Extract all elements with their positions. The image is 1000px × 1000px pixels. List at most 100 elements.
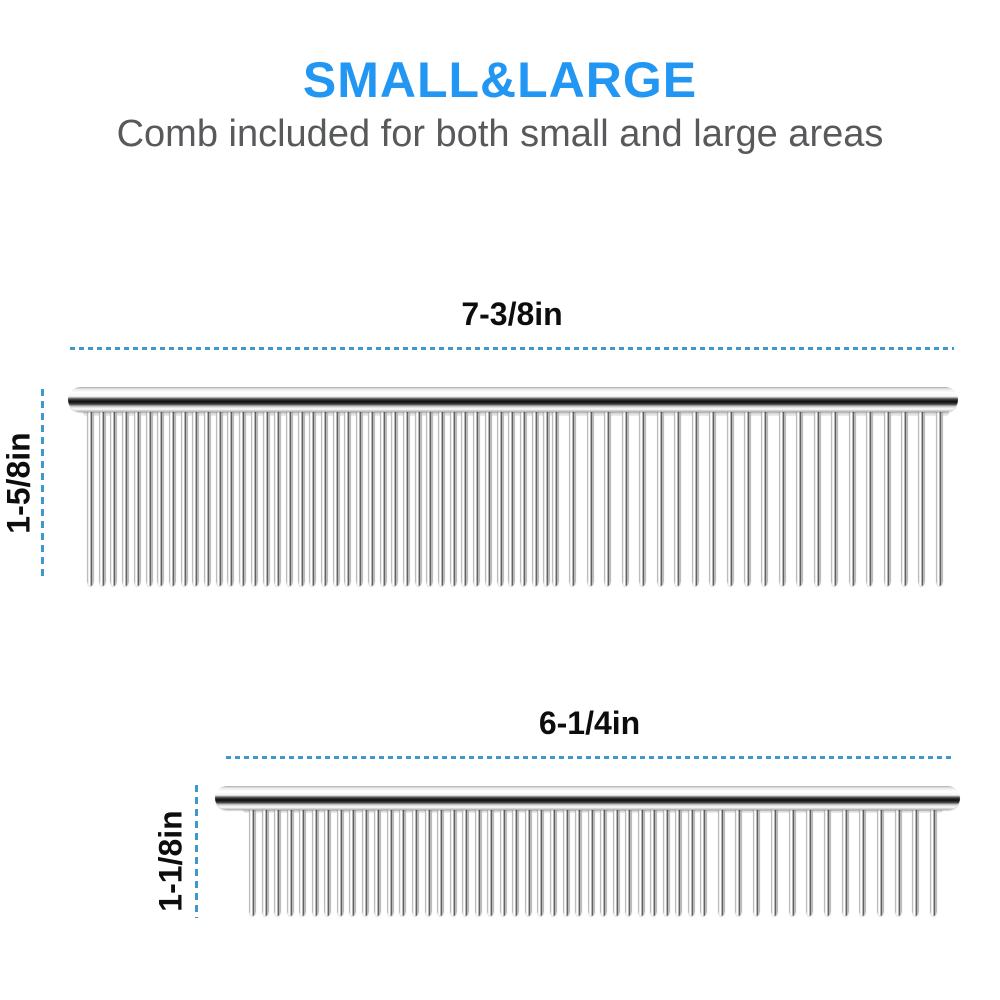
comb-tooth <box>650 808 658 916</box>
comb-tooth <box>796 410 804 586</box>
comb-tooth <box>437 808 445 916</box>
comb-tooth <box>753 808 761 916</box>
comb-tooth <box>717 808 725 916</box>
large-comb-teeth <box>68 410 958 586</box>
comb-tooth <box>192 410 200 586</box>
large-comb-teeth-bridge <box>83 409 949 416</box>
comb-tooth <box>487 808 495 916</box>
small-comb-height-dash-line <box>195 785 198 918</box>
comb-tooth <box>778 410 786 586</box>
comb-tooth <box>662 808 670 916</box>
comb-tooth <box>569 410 577 586</box>
comb-tooth <box>788 808 796 916</box>
comb-tooth <box>473 410 481 586</box>
comb-tooth <box>367 410 375 586</box>
comb-tooth <box>157 410 165 586</box>
comb-tooth <box>930 808 938 916</box>
comb-tooth <box>700 808 707 916</box>
comb-tooth <box>859 808 867 916</box>
comb-tooth <box>918 410 926 586</box>
comb-tooth <box>894 808 902 916</box>
comb-tooth <box>110 410 118 586</box>
comb-tooth <box>449 410 457 586</box>
comb-tooth <box>639 410 647 586</box>
comb-tooth <box>508 410 516 586</box>
comb-tooth <box>324 808 332 916</box>
comb-tooth <box>586 410 594 586</box>
comb-tooth <box>349 808 357 916</box>
comb-tooth <box>531 410 539 586</box>
comb-tooth <box>262 410 270 586</box>
comb-tooth <box>883 410 891 586</box>
comb-tooth <box>604 410 612 586</box>
large-comb-spine <box>68 387 958 412</box>
comb-tooth <box>726 410 734 586</box>
comb-tooth <box>250 410 258 586</box>
large-comb-height-dash-line <box>41 389 44 578</box>
comb-tooth <box>691 410 699 586</box>
comb-tooth <box>675 808 683 916</box>
comb-tooth <box>332 410 340 586</box>
comb-tooth <box>133 410 141 586</box>
comb-tooth <box>449 808 457 916</box>
comb-tooth <box>935 410 943 586</box>
small-comb-image <box>215 786 960 926</box>
comb-tooth <box>901 410 908 586</box>
comb-tooth <box>145 410 153 586</box>
comb-tooth <box>674 410 682 586</box>
comb-tooth <box>877 808 884 916</box>
comb-tooth <box>274 410 282 586</box>
comb-tooth <box>512 808 520 916</box>
comb-tooth <box>761 410 769 586</box>
comb-tooth <box>600 808 608 916</box>
large-comb-width-dash-line <box>70 347 954 350</box>
large-comb-height-label: 1-5/8in <box>0 432 37 534</box>
comb-tooth <box>402 410 410 586</box>
comb-tooth <box>575 808 583 916</box>
comb-tooth <box>344 410 352 586</box>
comb-tooth <box>524 808 532 916</box>
comb-tooth <box>912 808 920 916</box>
comb-tooth <box>438 410 445 586</box>
comb-tooth <box>249 808 256 916</box>
comb-tooth <box>412 808 420 916</box>
comb-tooth <box>309 410 317 586</box>
comb-tooth <box>311 808 319 916</box>
comb-tooth <box>461 410 469 586</box>
comb-tooth <box>414 410 422 586</box>
comb-tooth <box>426 410 434 586</box>
comb-tooth <box>336 808 344 916</box>
comb-tooth <box>474 808 482 916</box>
large-comb-width-label: 7-3/8in <box>461 296 563 332</box>
comb-tooth <box>770 808 778 916</box>
comb-tooth <box>543 410 551 586</box>
small-comb-spine <box>215 786 960 810</box>
comb-tooth <box>499 808 507 916</box>
comb-tooth <box>687 808 695 916</box>
small-comb-teeth <box>215 808 960 916</box>
comb-tooth <box>841 808 849 916</box>
comb-tooth <box>204 410 211 586</box>
comb-tooth <box>286 808 294 916</box>
page-title: SMALL&LARGE <box>302 52 698 108</box>
comb-tooth <box>391 410 399 586</box>
comb-tooth <box>374 808 382 916</box>
large-comb-image <box>68 387 958 592</box>
comb-tooth <box>743 410 751 586</box>
comb-tooth <box>274 808 282 916</box>
comb-tooth <box>98 410 106 586</box>
comb-tooth <box>625 808 633 916</box>
comb-tooth <box>122 410 130 586</box>
comb-tooth <box>709 410 717 586</box>
comb-tooth <box>297 410 305 586</box>
comb-tooth <box>299 808 307 916</box>
comb-tooth <box>87 410 94 586</box>
small-comb-width-label: 6-1/4in <box>538 705 641 741</box>
comb-tooth <box>356 410 364 586</box>
comb-tooth <box>537 808 545 916</box>
comb-tooth <box>180 410 188 586</box>
comb-tooth <box>227 410 235 586</box>
comb-tooth <box>806 808 814 916</box>
comb-tooth <box>215 410 223 586</box>
